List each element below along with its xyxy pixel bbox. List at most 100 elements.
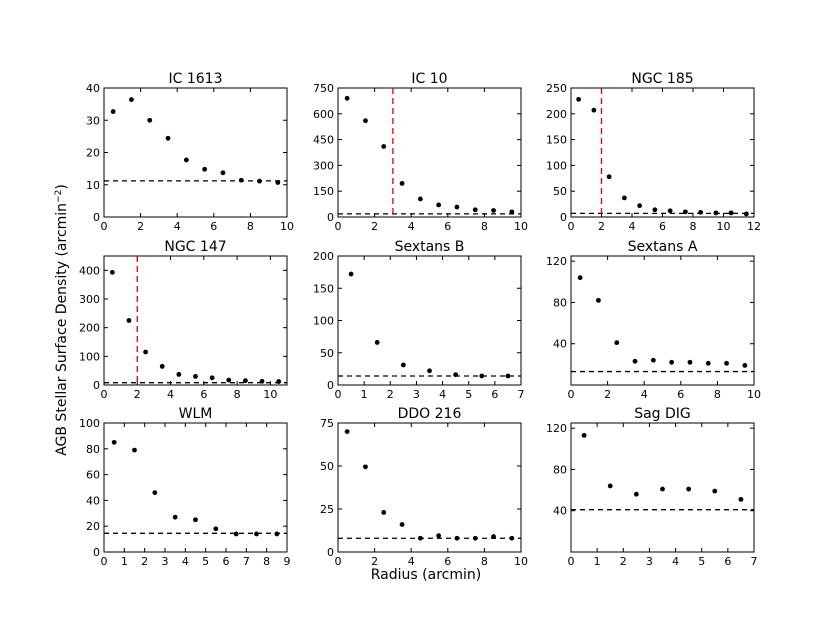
y-tick-label: 150 <box>313 185 334 198</box>
data-point <box>348 271 354 277</box>
x-tick-label: 4 <box>672 555 679 568</box>
y-tick-label: 600 <box>313 108 334 121</box>
data-point <box>632 358 638 364</box>
plot-frame <box>103 87 288 218</box>
x-tick-label: 6 <box>200 388 207 401</box>
data-point <box>381 510 387 515</box>
y-tick-label: 40 <box>553 505 567 518</box>
y-tick-label: 150 <box>313 282 334 295</box>
y-tick-label: 200 <box>546 108 567 121</box>
x-tick-label: 2 <box>598 220 605 233</box>
y-tick-label: 50 <box>320 460 334 473</box>
data-point <box>417 196 423 202</box>
data-point <box>152 490 158 496</box>
data-point <box>132 447 137 453</box>
y-tick-label: 100 <box>313 315 334 328</box>
y-tick-label: 0 <box>93 546 100 559</box>
data-point <box>713 210 719 216</box>
data-point <box>233 531 239 537</box>
panel-ngc-185: NGC 185 0 2 4 6 8 10 12 0 50 100 150 200 250 <box>546 71 761 233</box>
panel-title: WLM <box>179 406 213 422</box>
data-point <box>454 204 460 210</box>
data-point <box>621 195 627 201</box>
x-tick-label: 8 <box>690 220 697 233</box>
x-tick-label: 2 <box>604 388 611 401</box>
x-tick-label: 2 <box>387 388 394 401</box>
x-tick-label: 0 <box>335 220 342 233</box>
x-tick-label: 3 <box>413 388 420 401</box>
y-tick-label: 100 <box>79 350 100 363</box>
x-tick-label: 2 <box>371 555 378 568</box>
data-point <box>172 514 178 520</box>
data-point <box>607 483 613 489</box>
x-tick-label: 9 <box>284 555 291 568</box>
data-point <box>275 180 281 185</box>
plot-frame <box>570 87 755 218</box>
x-tick-label: 5 <box>698 555 705 568</box>
x-tick-label: 0 <box>335 555 342 568</box>
data-point <box>667 208 673 214</box>
data-point <box>472 535 478 541</box>
x-tick-label: 4 <box>641 388 648 401</box>
x-tick-label: 7 <box>751 555 758 568</box>
plot-frame <box>337 87 522 218</box>
data-point <box>436 533 442 539</box>
y-tick-label: 100 <box>79 417 100 430</box>
panel-title: Sag DIG <box>634 406 691 422</box>
data-point <box>472 207 478 213</box>
data-point <box>399 181 405 186</box>
x-tick-label: 4 <box>408 220 415 233</box>
x-tick-label: 2 <box>141 555 148 568</box>
plot-frame <box>570 255 755 386</box>
x-tick-label: 10 <box>747 388 761 401</box>
data-point <box>427 368 432 374</box>
data-point <box>591 107 597 113</box>
data-point <box>436 202 442 208</box>
y-tick-label: 10 <box>86 179 100 192</box>
data-point <box>183 157 189 163</box>
data-point <box>705 360 711 366</box>
x-tick-label: 5 <box>465 388 472 401</box>
x-tick-label: 8 <box>714 388 721 401</box>
x-tick-label: 0 <box>335 388 342 401</box>
y-tick-label: 80 <box>553 463 567 476</box>
data-point <box>344 429 350 434</box>
data-point <box>637 203 643 209</box>
y-tick-label: 0 <box>327 379 334 392</box>
x-tick-label: 6 <box>677 388 684 401</box>
x-tick-label: 5 <box>202 555 209 568</box>
x-tick-label: 7 <box>518 388 525 401</box>
panel-sag-dig: Sag DIG 0 1 2 3 4 5 6 7 40 80 120 <box>546 406 758 568</box>
data-point <box>344 95 350 101</box>
y-tick-label: 250 <box>546 82 567 95</box>
x-tick-label: 3 <box>646 555 653 568</box>
data-point <box>381 144 387 149</box>
x-tick-label: 10 <box>514 555 528 568</box>
data-point <box>143 349 148 355</box>
x-tick-label: 2 <box>134 388 141 401</box>
x-tick-label: 4 <box>629 220 636 233</box>
data-point <box>577 275 583 281</box>
data-point <box>742 362 748 368</box>
data-point <box>176 371 182 377</box>
data-point <box>505 373 511 379</box>
data-point <box>400 362 406 368</box>
y-tick-label: 450 <box>313 134 334 147</box>
data-point <box>614 340 620 346</box>
data-point <box>509 209 515 215</box>
panel-title: Sextans B <box>395 239 465 255</box>
y-tick-label: 20 <box>86 520 100 533</box>
data-point <box>576 96 582 102</box>
data-point <box>454 535 460 541</box>
data-point <box>110 109 116 114</box>
y-tick-label: 80 <box>553 296 567 309</box>
x-tick-label: 12 <box>747 220 761 233</box>
plot-frame <box>337 255 522 386</box>
y-tick-label: 120 <box>546 422 567 435</box>
plot-frame <box>337 422 522 553</box>
y-tick-label: 40 <box>86 82 100 95</box>
x-tick-label: 10 <box>280 220 294 233</box>
x-tick-label: 10 <box>514 220 528 233</box>
